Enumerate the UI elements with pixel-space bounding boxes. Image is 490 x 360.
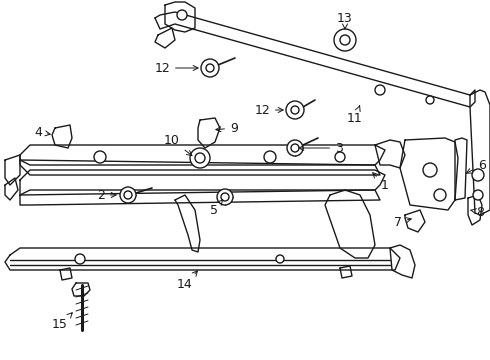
Polygon shape (390, 245, 415, 278)
Polygon shape (325, 190, 375, 258)
Polygon shape (20, 170, 385, 195)
Polygon shape (470, 90, 490, 215)
Polygon shape (375, 140, 405, 168)
Text: 4: 4 (34, 126, 50, 139)
Circle shape (201, 59, 219, 77)
Text: 14: 14 (177, 271, 197, 292)
Polygon shape (400, 138, 458, 210)
Circle shape (375, 85, 385, 95)
Circle shape (287, 140, 303, 156)
Polygon shape (175, 195, 200, 252)
Text: 2: 2 (97, 189, 116, 202)
Text: 1: 1 (373, 173, 389, 192)
Polygon shape (340, 266, 352, 278)
Circle shape (286, 101, 304, 119)
Circle shape (75, 254, 85, 264)
Circle shape (472, 169, 484, 181)
Polygon shape (155, 12, 475, 107)
Polygon shape (5, 178, 18, 200)
Circle shape (94, 151, 106, 163)
Text: 8: 8 (470, 206, 484, 219)
Circle shape (177, 10, 187, 20)
Polygon shape (20, 160, 380, 175)
Polygon shape (468, 195, 482, 225)
Circle shape (334, 29, 356, 51)
Polygon shape (198, 118, 220, 148)
Polygon shape (5, 155, 20, 185)
Circle shape (217, 189, 233, 205)
Polygon shape (165, 2, 195, 32)
Circle shape (221, 193, 229, 201)
Circle shape (335, 152, 345, 162)
Polygon shape (455, 138, 467, 200)
Text: 12: 12 (254, 104, 283, 117)
Text: 12: 12 (154, 62, 198, 75)
Circle shape (291, 106, 299, 114)
Polygon shape (52, 125, 72, 148)
Circle shape (195, 153, 205, 163)
Text: 5: 5 (210, 200, 223, 216)
Circle shape (426, 96, 434, 104)
Circle shape (291, 144, 299, 152)
Text: 13: 13 (337, 12, 353, 29)
Text: 11: 11 (347, 106, 363, 125)
Polygon shape (405, 210, 425, 232)
Polygon shape (60, 268, 72, 280)
Text: 3: 3 (299, 141, 343, 154)
Circle shape (423, 163, 437, 177)
Text: 10: 10 (164, 134, 192, 156)
Polygon shape (155, 28, 175, 48)
Polygon shape (5, 248, 400, 270)
Circle shape (473, 190, 483, 200)
Circle shape (276, 255, 284, 263)
Polygon shape (20, 145, 385, 165)
Circle shape (340, 35, 350, 45)
Text: 6: 6 (466, 158, 486, 173)
Circle shape (434, 189, 446, 201)
Circle shape (264, 151, 276, 163)
Circle shape (120, 187, 136, 203)
Text: 7: 7 (394, 216, 411, 229)
Text: 15: 15 (52, 313, 72, 332)
Circle shape (190, 148, 210, 168)
Circle shape (206, 64, 214, 72)
Polygon shape (20, 190, 380, 205)
Circle shape (124, 191, 132, 199)
Polygon shape (72, 283, 90, 296)
Text: 9: 9 (216, 122, 238, 135)
